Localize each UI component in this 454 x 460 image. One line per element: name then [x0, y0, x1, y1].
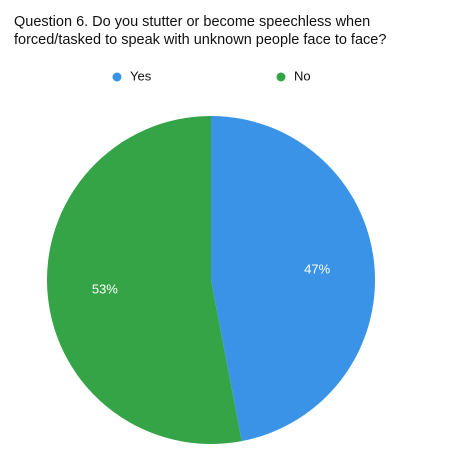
pie-slice — [46, 116, 242, 445]
legend-label: Yes — [130, 68, 152, 83]
legend-swatch — [276, 72, 286, 82]
data-label: 47% — [304, 261, 330, 276]
data-label: 53% — [92, 281, 118, 296]
chart-title: Question 6. Do you stutter or become spe… — [14, 14, 387, 48]
pie-slice — [211, 116, 375, 442]
legend-label: No — [294, 68, 311, 83]
legend-swatch — [112, 72, 122, 82]
